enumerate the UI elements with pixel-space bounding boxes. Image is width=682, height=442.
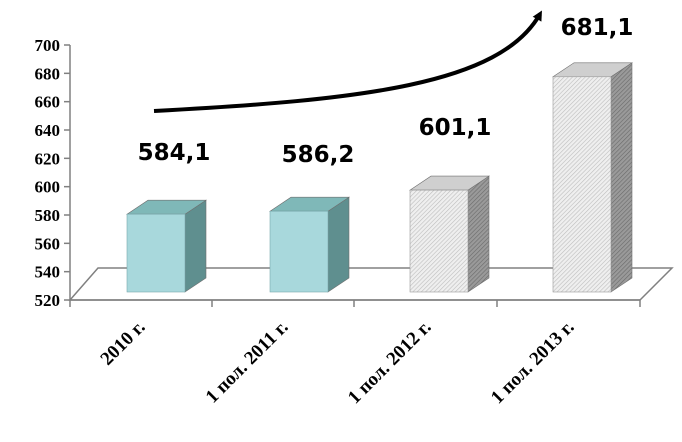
data-label: 586,2	[282, 142, 355, 168]
x-category-label: 1 пол. 2011 г.	[202, 317, 293, 408]
x-category-label: 1 пол. 2013 г.	[487, 317, 579, 409]
x-category-label: 1 пол. 2012 г.	[344, 317, 436, 409]
y-tick-label: 660	[35, 93, 61, 112]
y-tick-label: 700	[35, 36, 61, 55]
bar-front	[409, 189, 469, 293]
bar-front	[269, 210, 329, 293]
bar-side	[327, 196, 350, 293]
y-tick-label: 620	[35, 149, 61, 168]
bar-4	[552, 62, 633, 293]
bar-2	[269, 196, 350, 293]
data-label: 681,1	[561, 15, 634, 41]
y-tick-label: 520	[35, 291, 61, 310]
bar-side	[610, 62, 633, 293]
data-label: 584,1	[138, 140, 211, 166]
bar-1	[126, 199, 207, 293]
x-category-label: 2010 г.	[97, 317, 150, 370]
y-tick-label: 540	[35, 263, 61, 282]
y-tick-label: 680	[35, 64, 61, 83]
bar-front	[126, 213, 186, 293]
bar-side	[467, 175, 490, 293]
y-tick-label: 560	[35, 234, 61, 253]
bar-3	[409, 175, 490, 293]
y-tick-label: 640	[35, 121, 61, 140]
bar-side	[184, 199, 207, 293]
y-tick-label: 600	[35, 178, 61, 197]
bar-front	[552, 76, 612, 293]
data-label: 601,1	[419, 115, 492, 141]
trend-arrow	[153, 10, 542, 113]
y-tick-label: 580	[35, 206, 61, 225]
